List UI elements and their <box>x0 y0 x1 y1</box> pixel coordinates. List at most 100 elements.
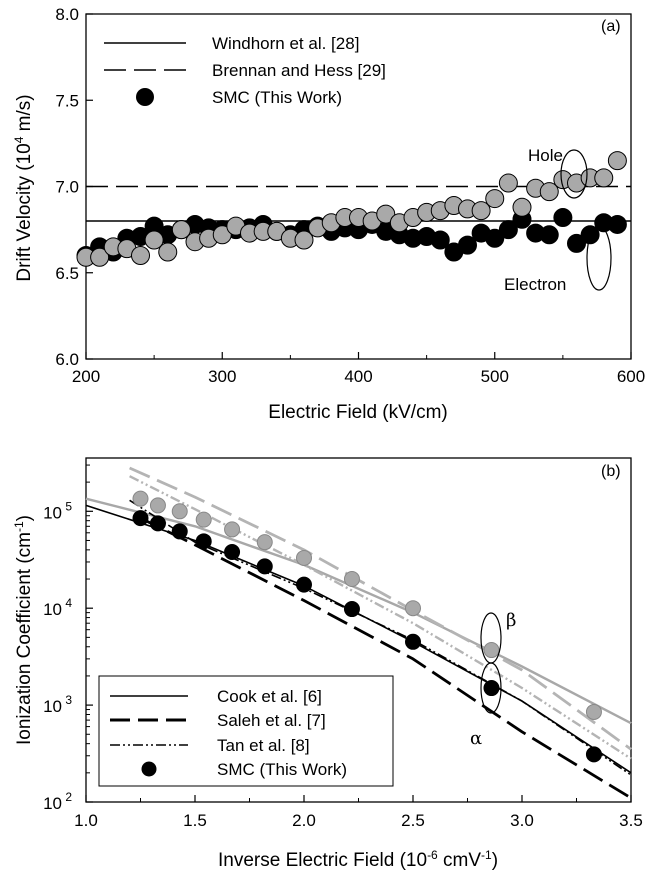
a-point-hole <box>498 173 518 193</box>
electron-ellipse <box>586 225 612 291</box>
b-ytick-label: 10 <box>43 794 62 813</box>
panel-b-x-axis-title: Inverse Electric Field (10-6 cmV-1) <box>218 848 498 871</box>
a-point-electron <box>567 233 586 253</box>
a-xtick-label: 500 <box>481 367 509 386</box>
b-point-beta <box>149 497 166 514</box>
b-ytick-exponent: 4 <box>65 596 72 610</box>
panel-a-drift-velocity: 200 300 400 500 600 6.0 6.5 7.0 7.5 8.0 (a) Windh… <box>12 5 645 423</box>
b-xtick-label: 3.5 <box>619 811 643 830</box>
b-point-alpha <box>405 633 421 650</box>
a-xtick-label: 300 <box>208 367 236 386</box>
panel-a-y-axis-title: Drift Velocity (104 m/s) <box>12 94 35 281</box>
a-point-electron <box>553 208 573 228</box>
legend-text-brennan: Brennan and Hess [29] <box>212 61 386 80</box>
annotation-alpha: α <box>470 728 482 749</box>
a-ytick-label: 7.5 <box>55 91 79 110</box>
b-xtick-label: 2.5 <box>401 811 425 830</box>
a-point-hole <box>90 247 110 267</box>
a-point-electron <box>498 220 518 240</box>
a-point-electron <box>485 228 505 248</box>
b-ytick-exponent: 3 <box>65 693 72 707</box>
legend-text-windhorn: Windhorn et al. [28] <box>212 34 359 53</box>
annotation-hole: Hole <box>528 146 563 165</box>
b-point-alpha <box>195 533 212 550</box>
b-point-beta <box>483 642 500 659</box>
b-ytick-exponent: 5 <box>65 499 72 513</box>
a-point-hole <box>212 225 232 245</box>
b-point-alpha <box>256 558 273 575</box>
legend-marker-smc-a <box>136 88 154 106</box>
panel-a-legend: Windhorn et al. [28] Brennan and Hess [2… <box>104 34 386 107</box>
b-ytick-label: 10 <box>43 697 62 716</box>
a-point-hole <box>539 182 559 202</box>
a-point-electron <box>458 235 477 255</box>
panel-a-ticks: 200 300 400 500 600 6.0 6.5 7.0 7.5 8.0 <box>55 5 645 386</box>
a-xtick-label: 400 <box>344 367 372 386</box>
a-point-hole <box>594 168 614 188</box>
b-point-beta <box>195 511 212 528</box>
b-xtick-label: 2.0 <box>292 811 316 830</box>
hole-ellipse <box>560 149 588 199</box>
panel-a-x-axis-title: Electric Field (kV/cm) <box>268 402 447 423</box>
b-point-beta <box>585 703 602 720</box>
b-line-solid-beta <box>85 497 632 725</box>
a-point-hole <box>607 151 627 171</box>
b-point-beta <box>171 503 188 520</box>
annotation-electron: Electron <box>504 275 566 294</box>
b-xtick-label: 3.0 <box>510 811 534 830</box>
a-point-hole <box>158 242 178 262</box>
b-point-beta <box>405 600 421 617</box>
a-ytick-label: 7.0 <box>55 178 79 197</box>
b-point-alpha <box>343 601 360 618</box>
panel-b-points <box>132 490 602 763</box>
a-point-hole <box>376 204 396 224</box>
panel-b-label: (b) <box>601 463 621 480</box>
a-point-electron <box>607 214 627 234</box>
panel-a-points <box>76 151 627 267</box>
b-point-beta <box>256 534 273 551</box>
a-ytick-label: 6.5 <box>55 264 79 283</box>
a-point-hole <box>171 220 191 240</box>
a-point-electron <box>430 230 450 250</box>
panel-b-y-axis-title: Ionization Coefficient (cm-1) <box>12 515 35 745</box>
b-line-dashdotdot-beta <box>129 475 632 760</box>
legend-text-cook: Cook et al. [6] <box>217 687 322 706</box>
b-point-alpha <box>483 680 500 697</box>
b-ytick-label: 10 <box>43 503 62 522</box>
panel-a-label: (a) <box>601 18 621 35</box>
a-point-hole <box>294 230 314 250</box>
b-xtick-label: 1.5 <box>183 811 207 830</box>
a-ytick-label: 6.0 <box>55 350 79 369</box>
alpha-ellipse <box>480 662 502 714</box>
legend-text-saleh: Saleh et al. [7] <box>217 711 326 730</box>
legend-marker-smc-b <box>141 761 157 777</box>
b-point-beta <box>132 490 149 507</box>
a-ytick-label: 8.0 <box>55 5 79 24</box>
b-point-beta <box>343 571 360 588</box>
panel-b-legend: Cook et al. [6] Saleh et al. [7] Tan et … <box>98 675 394 787</box>
b-point-alpha <box>171 523 188 540</box>
b-point-beta <box>296 549 312 566</box>
a-point-hole <box>471 201 491 221</box>
b-ytick-exponent: 2 <box>65 790 72 804</box>
a-point-hole <box>512 197 532 217</box>
b-xtick-label: 1.0 <box>74 811 98 830</box>
a-xtick-label: 200 <box>72 367 100 386</box>
b-point-beta <box>224 521 241 538</box>
a-point-hole <box>131 246 150 265</box>
a-point-hole <box>144 230 164 250</box>
b-point-alpha <box>296 576 312 593</box>
b-point-alpha <box>224 544 241 561</box>
legend-text-smc-b: SMC (This Work) <box>217 760 347 779</box>
a-point-electron <box>539 225 559 245</box>
legend-text-smc-a: SMC (This Work) <box>212 88 342 107</box>
b-point-alpha <box>149 515 166 532</box>
b-line-dashed-alpha <box>139 516 632 800</box>
a-xtick-label: 600 <box>617 367 645 386</box>
b-ytick-label: 10 <box>43 600 62 619</box>
b-point-alpha <box>132 510 149 527</box>
legend-text-tan: Tan et al. [8] <box>217 736 310 755</box>
